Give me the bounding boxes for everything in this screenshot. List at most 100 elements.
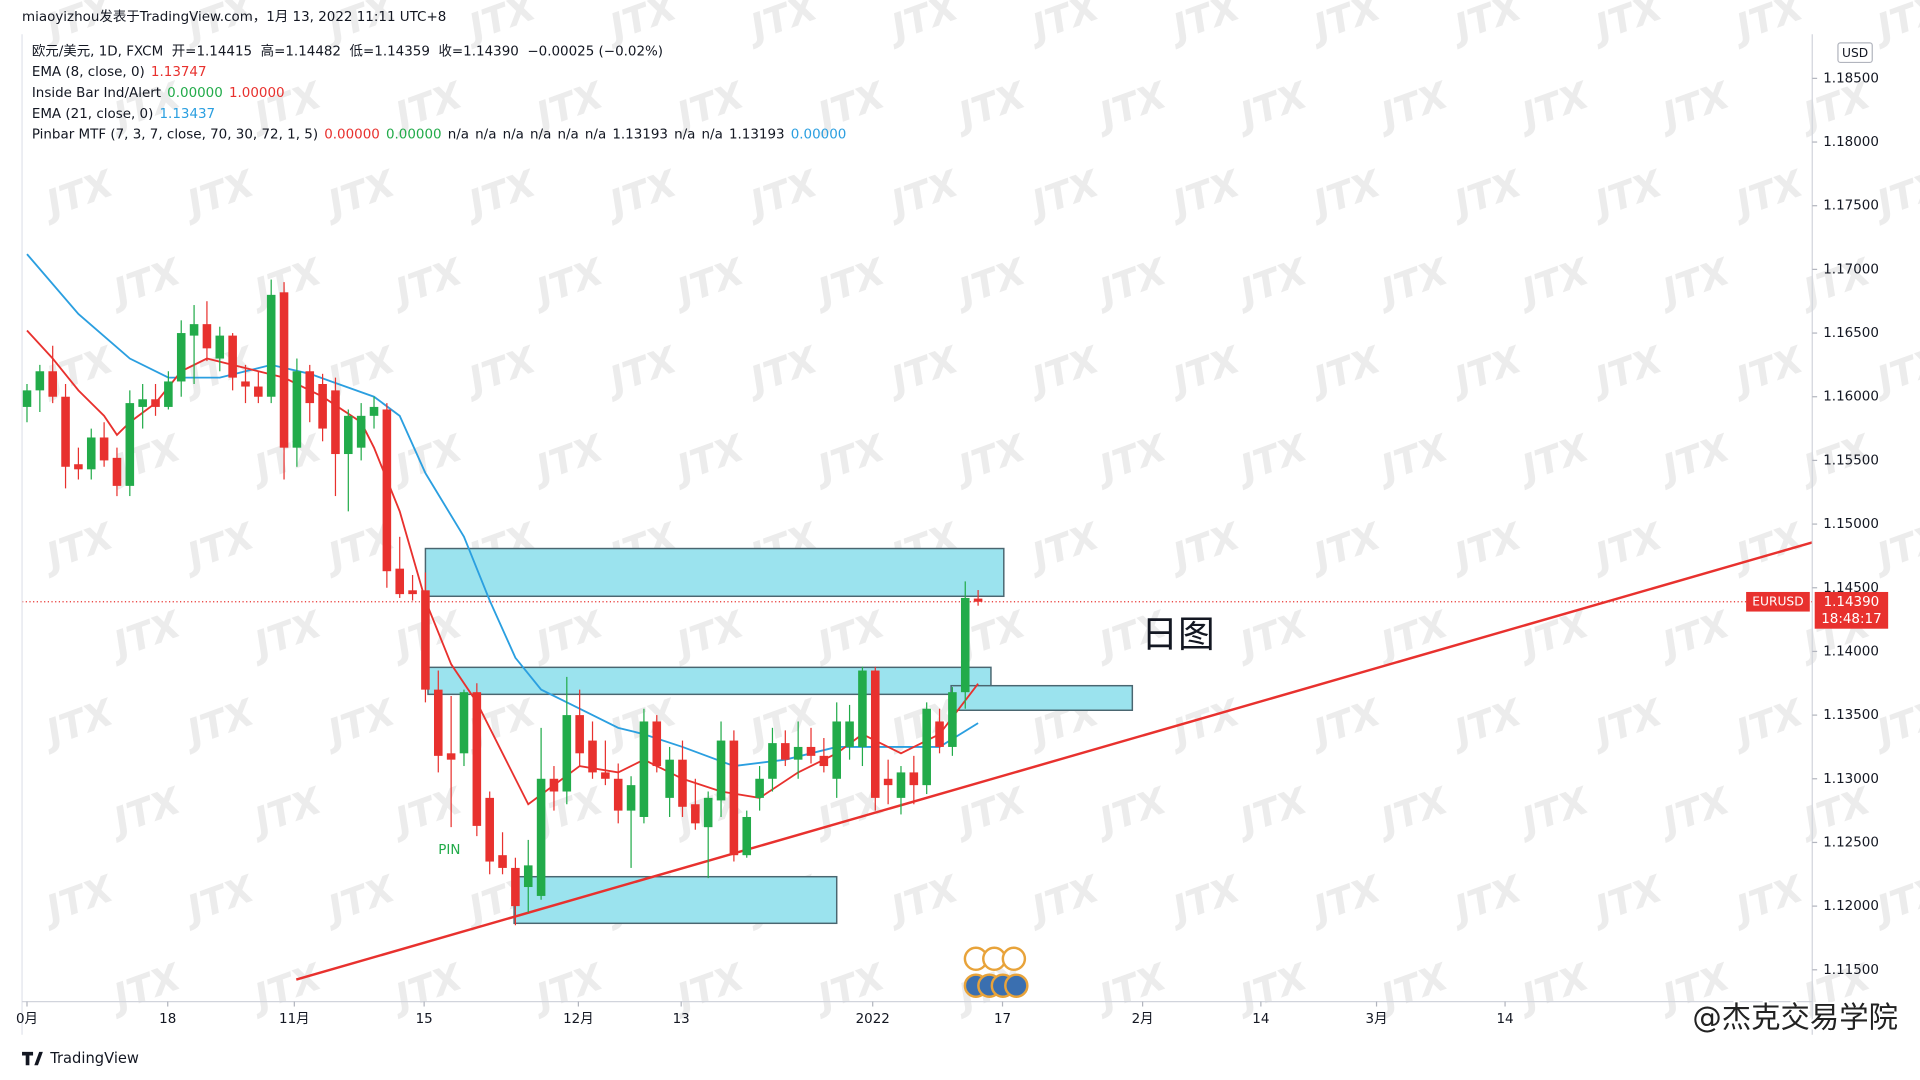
credit: @杰克交易学院 <box>1692 1000 1898 1034</box>
countdown: 18:48:17 <box>1821 612 1881 627</box>
candle-body <box>305 371 315 404</box>
candle-body <box>729 740 739 856</box>
x-tick-label: 17 <box>994 1012 1011 1027</box>
legend-value: 1.00000 <box>229 86 285 101</box>
plot-content <box>22 253 1813 981</box>
y-tick-label: 1.14000 <box>1823 644 1879 659</box>
legend-value: n/a <box>557 128 578 143</box>
x-tick-label: 3月 <box>1366 1012 1388 1027</box>
candle-body <box>498 855 507 868</box>
y-tick-label: 1.15500 <box>1823 453 1879 468</box>
candle-body <box>523 865 533 888</box>
candle-body <box>845 721 854 747</box>
candle-body <box>896 772 906 798</box>
candle-body <box>536 778 546 896</box>
legend-value: 0.00000 <box>167 86 223 101</box>
legend-value: 0.00000 <box>386 128 442 143</box>
trendline <box>295 541 1813 981</box>
candle-body <box>112 457 122 486</box>
candle-body <box>22 390 32 407</box>
candle-body <box>266 294 276 397</box>
y-tick-label: 1.18000 <box>1823 135 1879 150</box>
candle-body <box>74 464 83 470</box>
candle-body <box>472 692 482 826</box>
candle-body <box>433 689 443 756</box>
candle-body <box>459 692 469 754</box>
legend-value: n/a <box>674 128 695 143</box>
y-tick-label: 1.18500 <box>1823 71 1879 86</box>
plot-area <box>22 253 1813 981</box>
candle-body <box>485 797 494 862</box>
candle-body <box>819 755 829 767</box>
candle-body <box>909 772 919 786</box>
candle-body <box>344 415 353 455</box>
candle-body <box>935 721 944 747</box>
event-icons <box>963 946 1029 998</box>
x-tick-label: 11月 <box>279 1012 310 1027</box>
last-price-label: 1.14390 <box>1824 595 1880 610</box>
y-tick-label: 1.13500 <box>1823 708 1879 723</box>
candle-body <box>176 333 186 382</box>
x-tick-label: 18 <box>159 1012 176 1027</box>
candle-body <box>716 740 726 801</box>
y-tick-label: 1.12500 <box>1823 835 1879 850</box>
candle-body <box>703 797 713 828</box>
event-icon <box>1004 973 1029 998</box>
candle-body <box>588 740 597 773</box>
zone <box>950 684 1134 711</box>
candle-body <box>292 371 302 448</box>
candle-body <box>652 721 662 767</box>
candle-body <box>858 670 867 747</box>
candle-body <box>241 381 250 387</box>
legend-label: 欧元/美元, 1D, FXCM 开=1.14415 高=1.14482 低=1.… <box>32 42 663 59</box>
x-tick-label: 14 <box>1252 1012 1269 1027</box>
candle-body <box>575 715 584 754</box>
candle-body <box>125 403 135 486</box>
legend-value: 1.13437 <box>159 107 215 122</box>
candle-body <box>742 816 752 856</box>
candle-body <box>665 759 674 798</box>
candle-body <box>511 867 520 907</box>
candle-body <box>331 390 340 455</box>
x-tick-label: 2月 <box>1132 1012 1154 1027</box>
candle-body <box>549 778 559 792</box>
candle-body <box>922 708 931 786</box>
candle-body <box>228 335 237 378</box>
brand: TradingView <box>22 1050 139 1067</box>
candle-body <box>678 759 687 807</box>
x-tick-label: 14 <box>1497 1012 1514 1027</box>
legend-label: Pinbar MTF (7, 3, 7, close, 70, 30, 72, … <box>32 128 318 143</box>
annotation: 日图 <box>1141 613 1214 656</box>
candle-body <box>421 590 430 690</box>
candle-body <box>395 568 405 595</box>
legend-value: n/a <box>585 128 606 143</box>
legend-value: n/a <box>503 128 524 143</box>
source-line: miaoyizhou发表于TradingView.com，1月 13, 2022… <box>22 9 446 25</box>
legend-value: 0.00000 <box>324 128 380 143</box>
currency-box <box>1837 42 1873 64</box>
legend-row: 欧元/美元, 1D, FXCM 开=1.14415 高=1.14482 低=1.… <box>32 42 663 59</box>
candle-body <box>48 371 57 397</box>
candle-body <box>151 399 160 407</box>
legend-row: Inside Bar Ind/Alert 0.00000 1.00000 <box>32 86 285 101</box>
candle-body <box>948 692 957 747</box>
candle-body <box>768 743 777 779</box>
candle-body <box>408 590 417 595</box>
candle-body <box>86 437 96 470</box>
candle-body <box>35 371 45 391</box>
candle-body <box>613 778 623 811</box>
legend: 欧元/美元, 1D, FXCM 开=1.14415 高=1.14482 低=1.… <box>32 42 847 142</box>
y-tick-label: 1.16500 <box>1823 326 1879 341</box>
candle-body <box>446 753 456 760</box>
y-tick-label: 1.17500 <box>1823 199 1879 214</box>
brand-name: TradingView <box>49 1050 139 1067</box>
legend-value: n/a <box>530 128 551 143</box>
legend-label: Inside Bar Ind/Alert <box>32 86 161 101</box>
brand-logo <box>22 1051 43 1066</box>
legend-row: Pinbar MTF (7, 3, 7, close, 70, 30, 72, … <box>32 128 847 143</box>
candle-body <box>806 746 816 756</box>
candle-body <box>382 409 392 572</box>
legend-row: EMA (21, close, 0) 1.13437 <box>32 107 215 122</box>
